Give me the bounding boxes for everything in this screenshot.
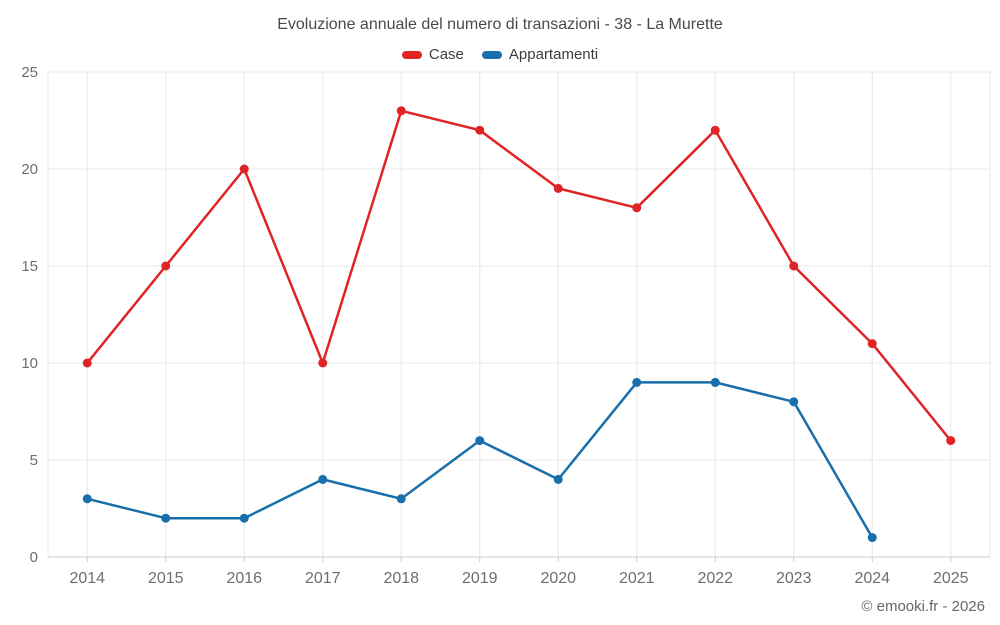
chart-legend: Case Appartamenti: [0, 46, 1000, 63]
data-point-case-2023[interactable]: [789, 261, 799, 271]
data-point-case-2024[interactable]: [867, 339, 877, 349]
legend-label-case: Case: [428, 46, 464, 63]
y-axis-tick-label: 5: [30, 452, 38, 469]
x-axis-tick-label: 2022: [697, 570, 733, 587]
copyright-text: © emooki.fr - 2026: [861, 598, 985, 615]
y-axis-tick-label: 15: [21, 258, 38, 275]
data-point-appartamenti-2022[interactable]: [710, 377, 720, 387]
data-point-case-2019[interactable]: [475, 125, 485, 135]
legend-item-case[interactable]: Case: [401, 46, 464, 63]
data-point-case-2022[interactable]: [710, 125, 720, 135]
data-point-case-2014[interactable]: [82, 358, 92, 368]
x-axis-tick-label: 2016: [226, 570, 262, 587]
data-point-case-2020[interactable]: [553, 183, 563, 193]
data-point-appartamenti-2024[interactable]: [867, 533, 877, 543]
data-point-appartamenti-2019[interactable]: [475, 436, 485, 446]
data-point-appartamenti-2017[interactable]: [318, 474, 328, 484]
data-point-case-2018[interactable]: [396, 106, 406, 116]
data-point-appartamenti-2015[interactable]: [161, 513, 171, 523]
y-axis-tick-label: 10: [21, 355, 38, 372]
legend-swatch-appartamenti-icon: [481, 50, 502, 59]
x-axis-tick-label: 2014: [69, 570, 105, 587]
data-point-case-2015[interactable]: [161, 261, 171, 271]
data-point-appartamenti-2021[interactable]: [632, 377, 642, 387]
legend-swatch-case-icon: [401, 50, 422, 59]
x-axis-tick-label: 2020: [540, 570, 576, 587]
data-point-appartamenti-2020[interactable]: [553, 474, 563, 484]
x-axis-tick-label: 2021: [619, 570, 655, 587]
x-axis-tick-label: 2025: [933, 570, 969, 587]
legend-label-appartamenti: Appartamenti: [508, 46, 599, 63]
data-point-case-2016[interactable]: [239, 164, 249, 174]
series-line-case: [86, 109, 952, 442]
x-axis-tick-label: 2019: [462, 570, 498, 587]
x-axis-tick-label: 2024: [854, 570, 890, 587]
chart-title: Evoluzione annuale del numero di transaz…: [277, 16, 723, 33]
data-point-appartamenti-2014[interactable]: [82, 494, 92, 504]
legend-item-appartamenti[interactable]: Appartamenti: [481, 46, 599, 63]
x-axis-tick-label: 2023: [776, 570, 812, 587]
data-point-appartamenti-2016[interactable]: [239, 513, 249, 523]
x-axis-tick-label: 2015: [148, 570, 184, 587]
data-point-appartamenti-2023[interactable]: [789, 397, 799, 407]
y-axis-tick-label: 25: [21, 64, 38, 81]
data-point-case-2021[interactable]: [632, 203, 642, 213]
data-point-case-2017[interactable]: [318, 358, 328, 368]
data-point-case-2025[interactable]: [946, 436, 956, 446]
y-axis-tick-label: 20: [21, 161, 38, 178]
y-axis-tick-label: 0: [30, 549, 38, 566]
x-axis-tick-label: 2017: [305, 570, 341, 587]
x-axis-tick-label: 2018: [383, 570, 419, 587]
data-point-appartamenti-2018[interactable]: [396, 494, 406, 504]
